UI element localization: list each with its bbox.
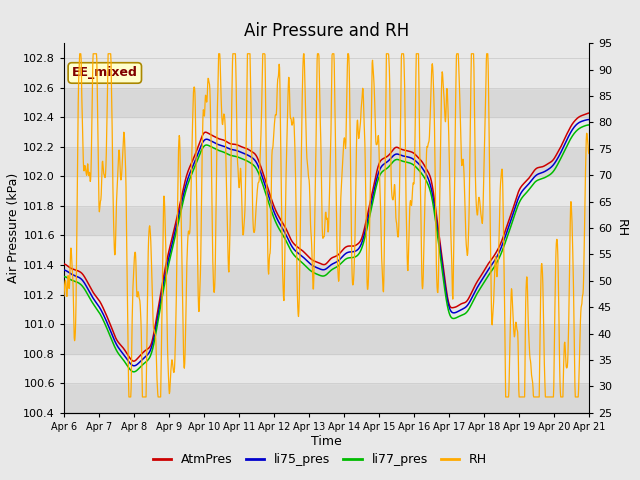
- X-axis label: Time: Time: [311, 434, 342, 448]
- Bar: [64, 117, 589, 147]
- Y-axis label: RH: RH: [615, 219, 628, 237]
- Legend: AtmPres, li75_pres, li77_pres, RH: AtmPres, li75_pres, li77_pres, RH: [148, 448, 492, 471]
- Bar: [64, 295, 589, 324]
- Bar: [64, 383, 589, 413]
- Bar: [64, 176, 589, 206]
- Bar: [64, 87, 589, 117]
- Title: Air Pressure and RH: Air Pressure and RH: [244, 22, 409, 40]
- Bar: [64, 58, 589, 87]
- Bar: [64, 265, 589, 295]
- Bar: [64, 235, 589, 265]
- Bar: [64, 206, 589, 235]
- Y-axis label: Air Pressure (kPa): Air Pressure (kPa): [7, 173, 20, 283]
- Bar: [64, 354, 589, 383]
- Bar: [64, 324, 589, 354]
- Bar: [64, 147, 589, 176]
- Text: EE_mixed: EE_mixed: [72, 66, 138, 80]
